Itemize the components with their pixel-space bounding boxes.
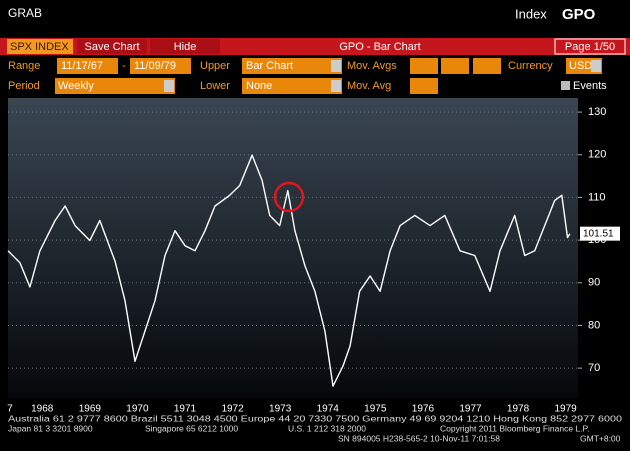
x-tick-label: 1969 — [79, 404, 102, 415]
lower-value: None — [246, 80, 272, 92]
footer-us: U.S. 1 212 318 2000 — [288, 423, 366, 433]
hide-label: Hide — [174, 41, 197, 53]
screen-name: GRAB — [8, 6, 42, 20]
upper-value: Bar Chart — [246, 60, 293, 72]
x-tick-label: 1971 — [174, 404, 197, 415]
lower-field[interactable] — [242, 78, 342, 94]
y-tick-label: 110 — [588, 191, 606, 203]
start-date: 11/17/67 — [61, 60, 103, 72]
y-tick-label: 130 — [588, 106, 606, 118]
page-number: Page 1/50 — [565, 41, 615, 53]
footer-session: SN 894005 H238-565-2 10-Nov-11 7:01:58 — [338, 433, 500, 443]
dropdown-arrow[interactable] — [164, 80, 174, 92]
y-tick-label: 80 — [588, 319, 600, 331]
currency-label: Currency — [508, 60, 553, 72]
movavg-field[interactable] — [410, 58, 438, 74]
movavg-field[interactable] — [410, 78, 438, 94]
events-label: Events — [573, 80, 607, 92]
start-field[interactable] — [57, 58, 118, 74]
hide-button[interactable] — [150, 39, 220, 54]
last-value-label: 101.51 — [583, 228, 614, 239]
x-tick-label: 1970 — [126, 404, 149, 415]
x-tick-label: 1974 — [317, 404, 340, 415]
end-field[interactable] — [130, 58, 191, 74]
range-label: Range — [8, 60, 40, 72]
movavg-label: Mov. Avg — [347, 80, 391, 92]
currency-value: USD — [569, 60, 592, 72]
save-label: Save Chart — [84, 41, 139, 53]
footer-copyright: Copyright 2011 Bloomberg Finance L.P. — [440, 423, 589, 433]
events-checkbox[interactable] — [561, 81, 570, 90]
footer-contacts: Australia 61 2 9777 8600 Brazil 5511 304… — [8, 413, 622, 423]
movavg-field[interactable] — [473, 58, 501, 74]
function-code: GPO — [562, 6, 596, 23]
dropdown-arrow[interactable] — [591, 60, 601, 72]
footer-timezone: GMT+8:00 — [580, 433, 621, 443]
period-label: Period — [8, 80, 40, 92]
x-tick-label: 1976 — [412, 404, 435, 415]
movavgs-label: Mov. Avgs — [347, 60, 397, 72]
security-box[interactable] — [7, 39, 73, 54]
lower-label: Lower — [200, 80, 230, 92]
last-value-box — [580, 226, 620, 241]
x-tick-label: 1968 — [31, 404, 54, 415]
upper-label: Upper — [200, 60, 230, 72]
security: SPX INDEX — [10, 41, 69, 53]
chart: 7080901001101201307196819691970197119721… — [7, 106, 620, 415]
x-tick-label: 1979 — [555, 404, 578, 415]
period-value: Weekly — [58, 80, 94, 92]
footer-japan: Japan 81 3 3201 8900 — [8, 423, 93, 433]
y-tick-label: 70 — [588, 362, 600, 374]
x-tick-label: 1978 — [507, 404, 530, 415]
x-tick-label: 1973 — [269, 404, 292, 415]
save-button[interactable] — [77, 39, 147, 54]
period-field[interactable] — [55, 78, 175, 94]
end-date: 11/09/79 — [134, 60, 176, 72]
y-tick-label: 90 — [588, 277, 600, 289]
y-tick-label: 120 — [588, 149, 606, 161]
movavg-field[interactable] — [441, 58, 469, 74]
index-label: Index — [515, 6, 547, 21]
x-tick-label: 1975 — [364, 404, 387, 415]
highlight-circle — [273, 181, 305, 213]
x-tick-label: 7 — [7, 404, 13, 415]
plot-area — [8, 98, 578, 398]
dropdown-arrow[interactable] — [331, 80, 341, 92]
upper-field[interactable] — [242, 58, 342, 74]
dropdown-arrow[interactable] — [331, 60, 341, 72]
screen-title: GPO - Bar Chart — [339, 41, 420, 53]
range-dash: - — [122, 60, 126, 72]
x-tick-label: 1977 — [459, 404, 482, 415]
x-tick-label: 1972 — [221, 404, 244, 415]
page-box[interactable] — [554, 38, 626, 55]
footer-singapore: Singapore 65 6212 1000 — [145, 423, 238, 433]
